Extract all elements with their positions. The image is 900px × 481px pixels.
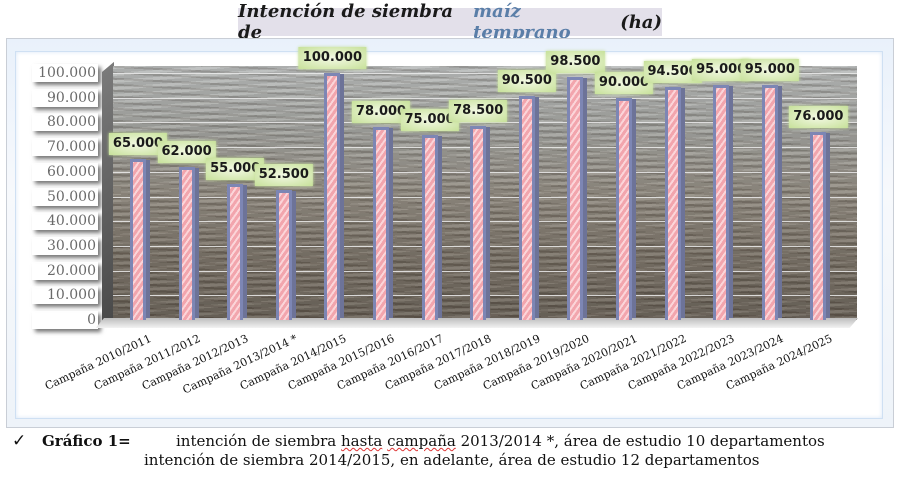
chart-title-post: (ha)	[620, 11, 662, 33]
data-label: 90.500	[497, 70, 556, 93]
gridline	[113, 73, 857, 74]
chart-title: Intención de siembra de maíz temprano (h…	[238, 1, 662, 43]
y-tick-label: 20.000	[32, 261, 98, 280]
data-label: 78.500	[449, 100, 508, 123]
bar	[275, 190, 296, 320]
data-label: 78.000	[351, 101, 411, 124]
footnote-text: 2013/2014 *, área de estudio 10 departam…	[455, 432, 825, 450]
y-tick-label: 70.000	[32, 138, 98, 157]
bar	[664, 86, 685, 320]
y-tick-label: 40.000	[32, 212, 98, 231]
data-label: 55.000	[206, 158, 265, 181]
bar	[324, 73, 345, 320]
bar	[518, 96, 539, 320]
gridline	[113, 122, 857, 124]
footnote-line-2: intención de siembra 2014/2015, en adela…	[144, 451, 760, 469]
bar	[713, 85, 734, 320]
footnote-text: intención de siembra	[176, 432, 342, 450]
bar	[421, 134, 442, 320]
footnote-line-1: intención de siembra hasta campaña 2013/…	[176, 432, 825, 451]
data-label: 62.000	[157, 140, 216, 163]
spellcheck-word: hasta	[341, 432, 383, 450]
y-tick-label: 10.000	[32, 286, 98, 305]
data-label: 100.000	[298, 47, 366, 69]
bar	[470, 126, 491, 320]
spellcheck-word: campaña	[387, 432, 456, 450]
chart-title-pre: Intención de siembra de	[238, 1, 454, 43]
y-axis: 0 10.000 20.000 30.000 40.000 50.000 60.000 70.…	[32, 58, 98, 338]
y-tick-label: 90.000	[32, 88, 98, 107]
checkmark-icon: ✓	[12, 431, 27, 451]
data-label: 65.000	[108, 133, 168, 156]
y-tick-label: 100.000	[32, 64, 98, 82]
data-label: 94.500	[643, 60, 702, 83]
gridline	[113, 97, 857, 99]
y-tick-label: 80.000	[32, 113, 98, 132]
data-label: 90.000	[594, 71, 654, 94]
bar	[227, 184, 248, 320]
bar	[567, 76, 588, 320]
bar	[130, 159, 150, 320]
y-tick-label: 50.000	[32, 187, 98, 206]
footnote-label: Gráfico 1=	[42, 432, 131, 450]
data-label: 76.000	[789, 106, 848, 129]
bar	[616, 97, 636, 320]
bar	[810, 132, 831, 320]
data-label: 95.000	[692, 59, 751, 82]
data-label: 52.500	[254, 164, 313, 187]
data-label: 95.000	[740, 59, 799, 82]
data-label: 98.500	[546, 50, 605, 73]
chart-title-highlight: maíz temprano	[473, 1, 571, 43]
y-tick-label: 0	[32, 311, 98, 329]
bar	[761, 85, 782, 320]
bar	[373, 127, 393, 320]
y-tick-label: 60.000	[32, 162, 98, 181]
data-label: 75.000	[400, 108, 459, 131]
bar	[178, 166, 199, 320]
y-tick-label: 30.000	[32, 236, 98, 255]
